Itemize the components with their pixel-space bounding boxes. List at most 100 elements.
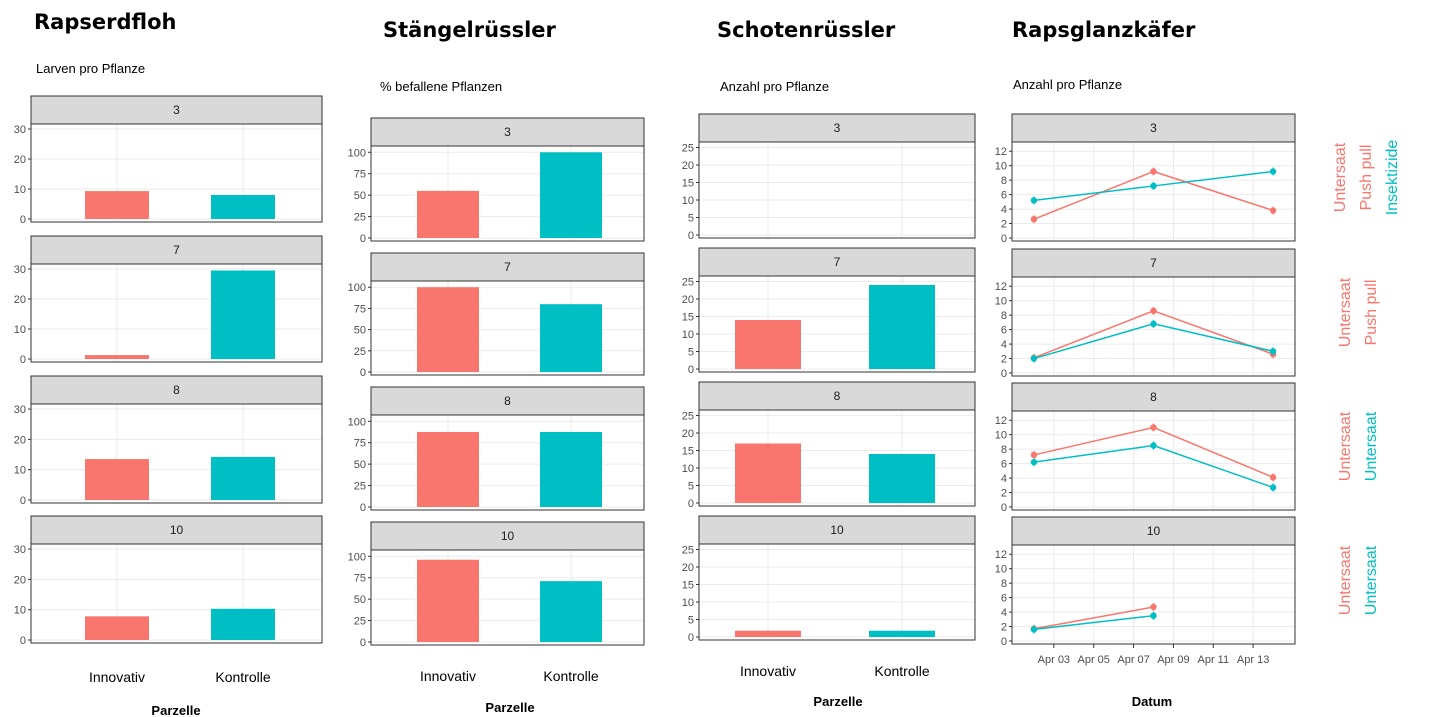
bar-innovativ: [735, 320, 801, 369]
x-tick-label-date: Apr 03: [1038, 654, 1070, 666]
facet-strip-label: 7: [1150, 256, 1157, 270]
bar-innovativ: [85, 355, 149, 359]
y-tick-label: 100: [348, 282, 366, 294]
panel-border: [370, 549, 645, 646]
y-tick-label: 0: [20, 214, 26, 226]
facet-panel-7: 7 0 25 50 75 100: [348, 252, 645, 379]
y-tick-label: 0: [360, 637, 366, 649]
data-point: [1150, 182, 1157, 190]
x-tick-label-innovativ: Innovativ: [420, 668, 476, 684]
panel-border: [1011, 544, 1296, 645]
bar-kontrolle: [211, 195, 275, 219]
y-tick-label: 20: [14, 154, 26, 166]
y-tick-label: 5: [688, 213, 694, 225]
chart-title-rapsglanzkaefer: Rapsglanzkäfer: [1012, 18, 1196, 42]
bar-innovativ: [735, 630, 801, 637]
panel-border: [370, 145, 645, 242]
chart-title-schotenruessler: Schotenrüssler: [717, 18, 896, 42]
data-point: [1030, 216, 1038, 223]
y-tick-label: 10: [682, 195, 694, 207]
data-point: [1030, 355, 1038, 362]
bar-kontrolle: [869, 454, 935, 503]
facet-panel-10: 10 0 5 10 15 20 25: [682, 515, 976, 644]
bar-kontrolle: [211, 270, 275, 359]
y-tick-label: 30: [14, 544, 26, 556]
y-tick-label: 10: [14, 324, 26, 336]
group-label: Untersaat: [1363, 411, 1380, 481]
data-point: [1150, 307, 1157, 315]
facet-strip-label: 3: [1150, 121, 1157, 135]
y-tick-label: 0: [688, 632, 694, 644]
facet-panel-3: 3 0 25 50 75 100: [348, 117, 645, 245]
facet-strip: [1011, 516, 1296, 546]
bar-innovativ: [417, 190, 479, 238]
x-tick-label-innovativ: Innovativ: [89, 669, 145, 685]
y-tick-label: 0: [688, 230, 694, 242]
data-point: [1150, 424, 1157, 431]
y-tick-label: 0: [688, 498, 694, 510]
panel-border: [30, 543, 323, 644]
y-tick-label: 75: [354, 303, 366, 315]
bar-kontrolle: [540, 432, 602, 507]
y-tick-label: 25: [682, 277, 694, 289]
y-tick-label: 20: [14, 294, 26, 306]
y-tick-label: 50: [354, 190, 366, 202]
facet-panel-10: 10 0 10 20 30: [14, 515, 323, 647]
facet-panel-7: 7 0 10 20 30: [14, 235, 323, 366]
data-point: [1030, 451, 1038, 459]
panel-frame: [1011, 141, 1296, 242]
panel-frame: [370, 549, 645, 646]
panel-border: [30, 263, 323, 363]
panel-frame: [370, 414, 645, 511]
facet-strip: [370, 521, 645, 551]
y-tick-label: 0: [1001, 636, 1007, 648]
bar-innovativ: [85, 616, 149, 640]
data-point: [1269, 484, 1277, 491]
chart-title-rapserdfloh: Rapserdfloh: [34, 10, 176, 34]
y-tick-label: 75: [354, 438, 366, 450]
y-tick-label: 100: [348, 147, 366, 159]
data-point: [1030, 458, 1038, 466]
data-point: [1030, 626, 1038, 633]
y-tick-label: 20: [682, 428, 694, 440]
y-tick-label: 0: [688, 364, 694, 376]
facet-strip-label: 10: [170, 523, 184, 537]
y-tick-label: 8: [1001, 444, 1007, 456]
y-tick-label: 10: [682, 329, 694, 341]
series-line: [1033, 606, 1154, 630]
data-point: [1150, 612, 1157, 619]
data-point: [1269, 474, 1277, 481]
y-tick-label: 6: [1001, 459, 1007, 471]
data-point: [1269, 348, 1277, 355]
y-tick-label: 12: [995, 415, 1007, 427]
y-tick-label: 8: [1001, 310, 1007, 322]
y-tick-label: 30: [14, 404, 26, 416]
facet-strip: [30, 95, 323, 125]
y-tick-label: 30: [14, 264, 26, 276]
x-title-rapsglanzkaefer: Datum: [1132, 694, 1172, 709]
panel-frame: [1011, 544, 1296, 645]
y-tick-label: 25: [682, 545, 694, 557]
facet-strip: [698, 247, 976, 277]
y-tick-label: 20: [14, 434, 26, 446]
facet-strip-label: 3: [834, 121, 841, 135]
y-tick-label: 4: [1001, 339, 1007, 351]
bar-innovativ: [85, 459, 149, 500]
y-tick-label: 0: [360, 367, 366, 379]
facet-strip-label: 10: [1147, 524, 1161, 538]
facet-panel-7: 7 0 5 10 15 20 25: [682, 247, 976, 376]
y-tick-label: 10: [682, 597, 694, 609]
y-label-rapsglanzkaefer: Anzahl pro Pflanze: [1013, 77, 1122, 92]
chart-title-staengelruessler: Stängelrüssler: [383, 18, 557, 42]
panel-border: [698, 141, 976, 239]
y-tick-label: 2: [1001, 622, 1007, 634]
y-tick-label: 6: [1001, 325, 1007, 337]
panel-frame: [30, 403, 323, 504]
x-tick-label-innovativ: Innovativ: [740, 663, 796, 679]
facet-strip: [30, 235, 323, 265]
y-tick-label: 100: [348, 551, 366, 563]
facet-panel-8: 8 0 10 20 30: [14, 375, 323, 507]
y-tick-label: 10: [995, 564, 1007, 576]
y-tick-label: 50: [354, 594, 366, 606]
y-tick-label: 10: [995, 430, 1007, 442]
